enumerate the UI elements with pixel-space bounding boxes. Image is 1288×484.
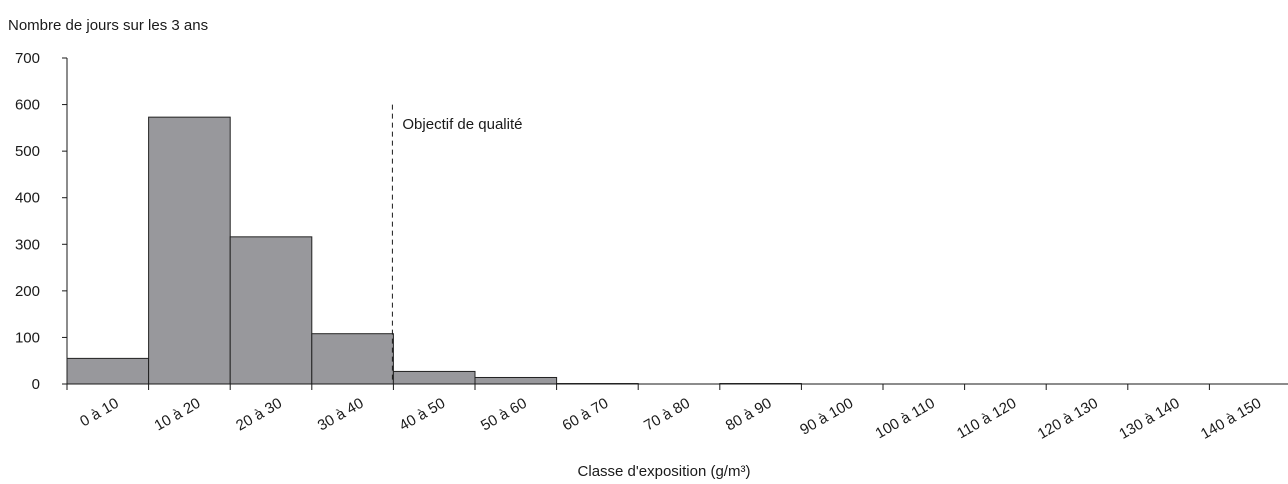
x-tick-label: 0 à 10 (77, 395, 122, 431)
x-tick-label: 80 à 90 (723, 395, 775, 435)
x-tick-label: 100 à 110 (872, 395, 937, 443)
x-tick-label: 110 à 120 (954, 395, 1019, 443)
x-tick-label: 60 à 70 (560, 395, 612, 435)
y-tick-label: 500 (15, 143, 40, 160)
y-tick-label: 400 (15, 190, 40, 207)
y-tick-label: 700 (15, 50, 40, 67)
bars (66, 116, 802, 385)
x-tick-label: 20 à 30 (233, 395, 285, 435)
y-axis: 0 100 200 300 400 500 600 700 (15, 50, 68, 393)
bar (474, 376, 558, 385)
x-tick-label: 30 à 40 (315, 395, 367, 435)
y-tick-label: 200 (15, 283, 40, 300)
bar (148, 116, 231, 385)
x-tick-label: 140 à 150 (1198, 395, 1264, 443)
quality-objective-annotation: Objectif de qualité (391, 104, 522, 384)
x-axis-label: Classe d'exposition (g/m³) (578, 463, 751, 480)
x-tick-label: 90 à 100 (797, 395, 856, 439)
x-tick-label: 50 à 60 (478, 395, 530, 435)
y-tick-label: 300 (15, 236, 40, 253)
bar (311, 333, 394, 385)
y-tick-label: 600 (15, 97, 40, 114)
x-tick-label: 70 à 80 (641, 395, 693, 435)
x-tick-label: 40 à 50 (396, 395, 448, 435)
bar (229, 236, 313, 385)
bar (392, 370, 476, 385)
bar (66, 357, 150, 385)
x-axis: 0 à 10 10 à 20 20 à 30 30 à 40 40 à 50 50 à 6… (66, 383, 1288, 443)
quality-objective-label: Objectif de qualité (402, 116, 522, 133)
x-tick-label: 10 à 20 (152, 395, 204, 435)
y-axis-label: Nombre de jours sur les 3 ans (8, 17, 208, 34)
y-tick-label: 0 (32, 376, 40, 393)
x-tick-label: 130 à 140 (1116, 395, 1182, 443)
x-tick-label: 120 à 130 (1035, 395, 1101, 443)
y-tick-label: 100 (15, 329, 40, 346)
